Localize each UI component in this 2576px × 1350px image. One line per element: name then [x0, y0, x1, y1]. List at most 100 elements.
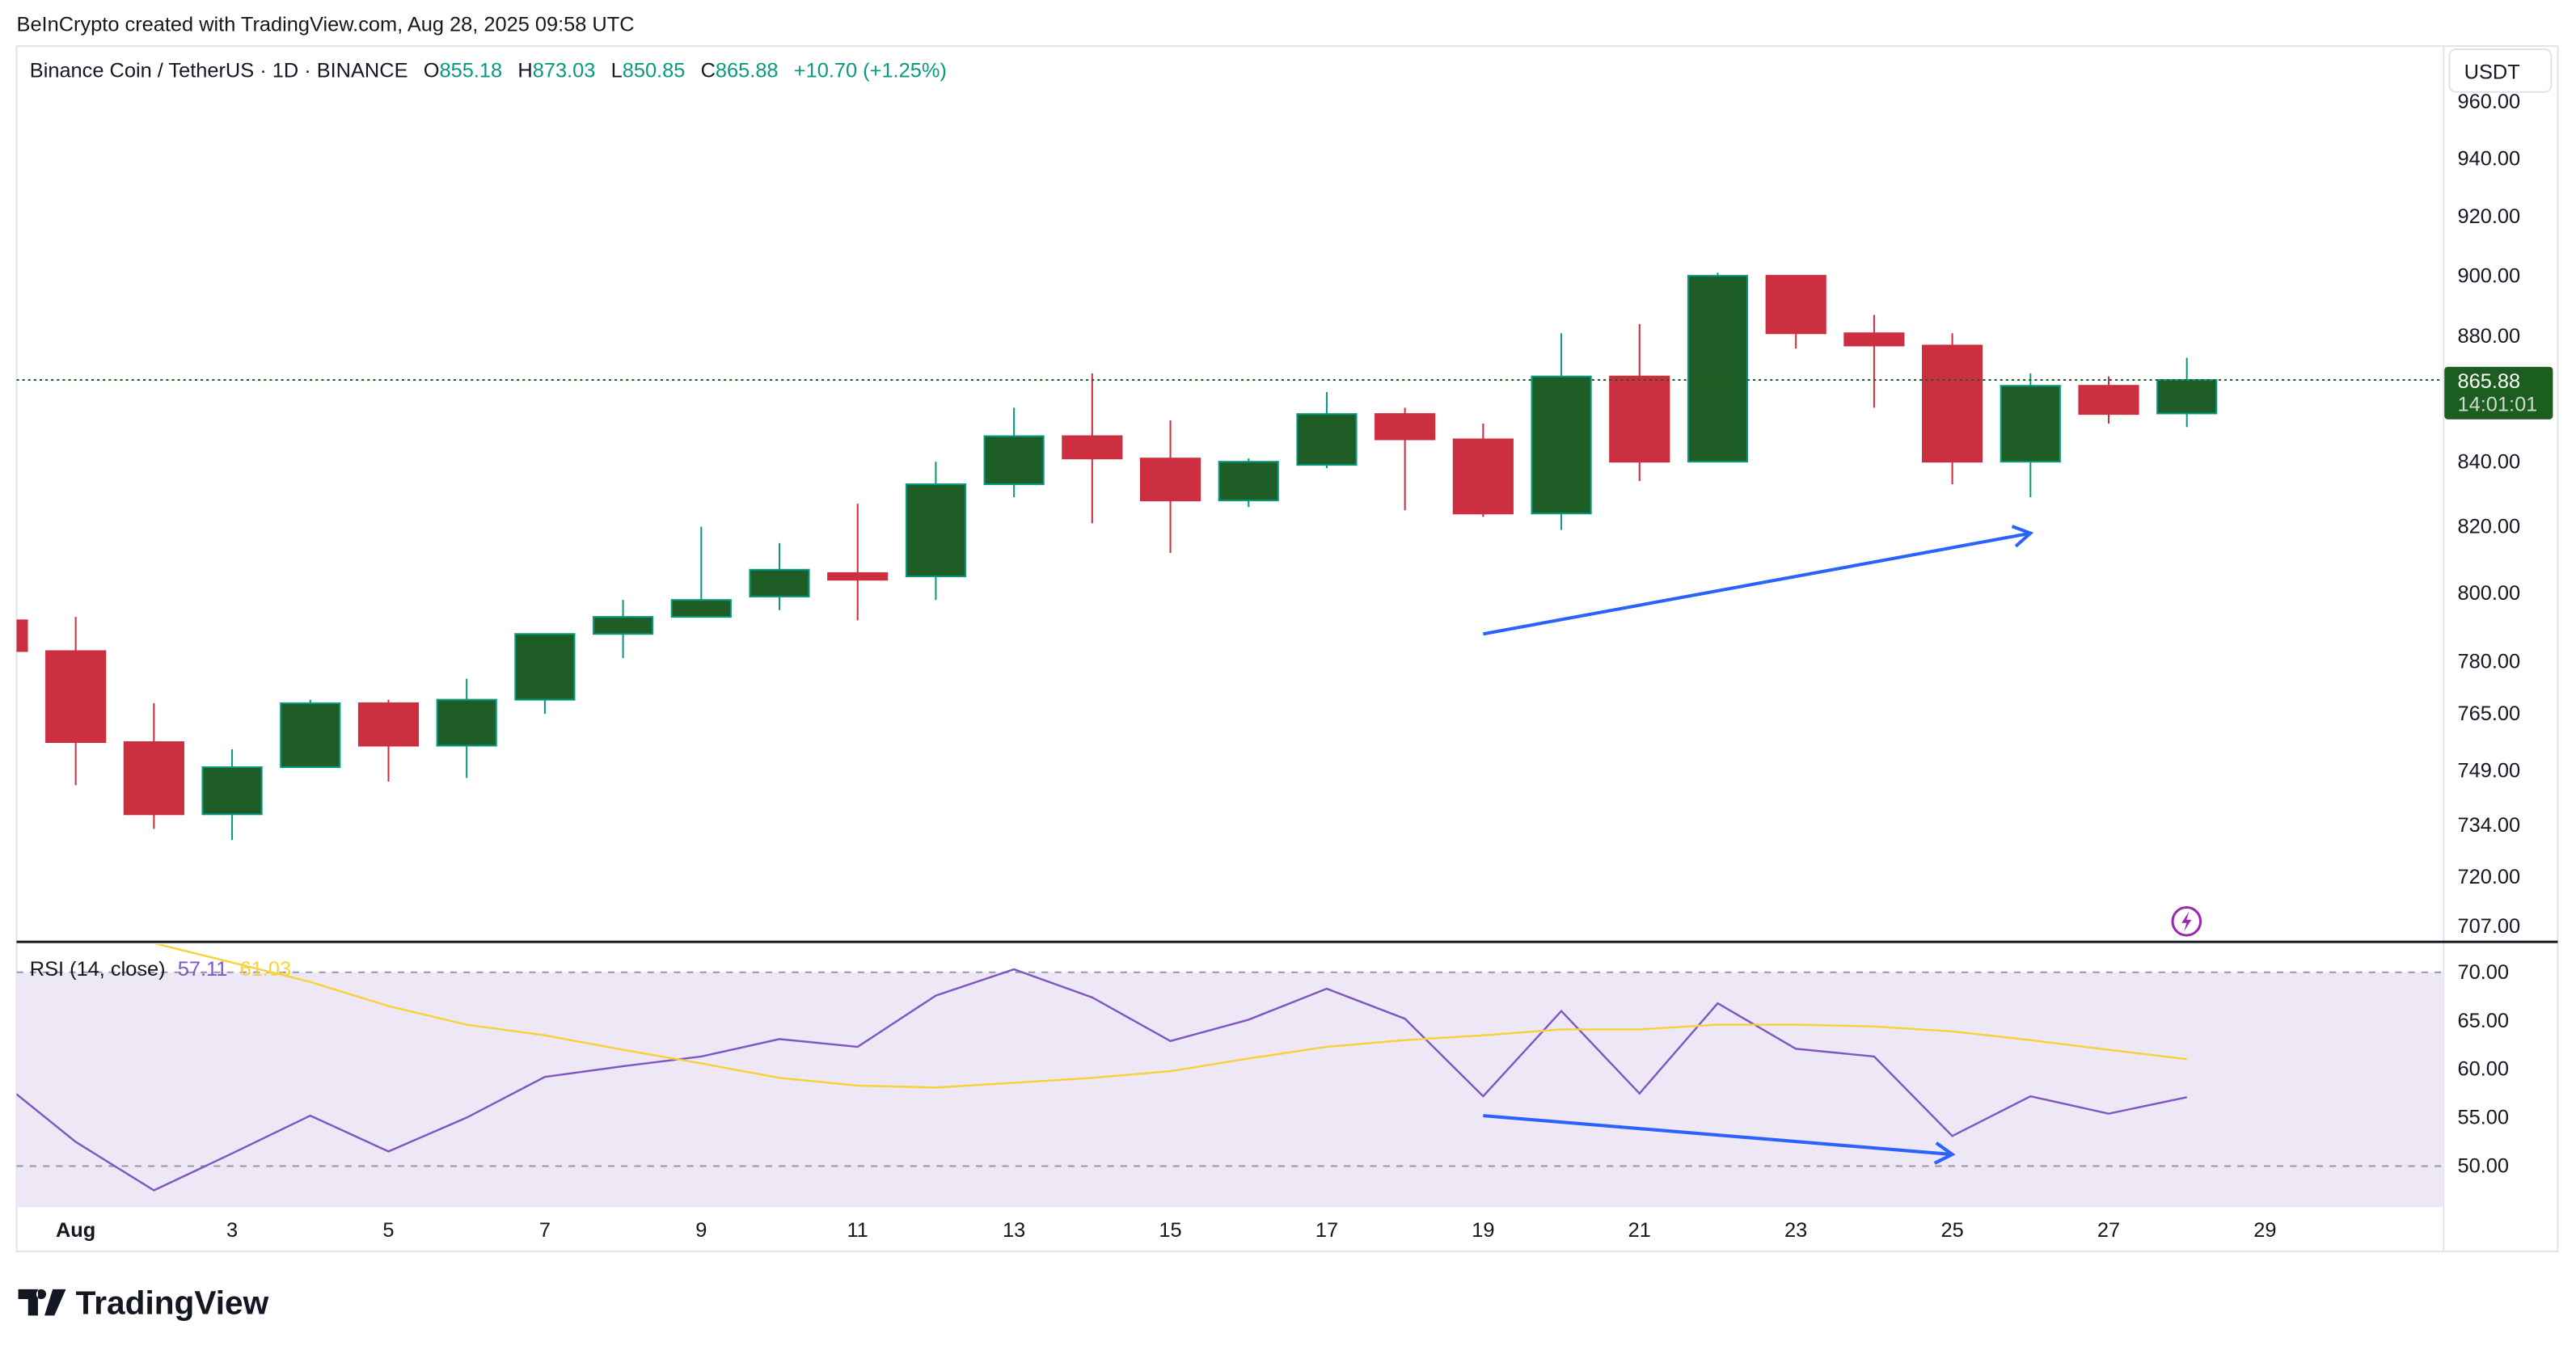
candle-body-up — [1296, 413, 1358, 466]
attribution-text: BeInCrypto created with TradingView.com,… — [17, 14, 635, 36]
candle — [16, 619, 28, 652]
candle-body-down — [1139, 458, 1201, 502]
candle-body-up — [2156, 378, 2218, 415]
candle-body-down — [1452, 438, 1514, 515]
symbol-legend: Binance Coin / TetherUS · 1D · BINANCE O… — [30, 59, 947, 82]
date-tick-label: 13 — [1003, 1219, 1025, 1242]
candle — [593, 600, 654, 658]
rsi-tick-label: 50.00 — [2458, 1155, 2510, 1178]
candle — [45, 617, 107, 786]
open-value: 855.18 — [440, 59, 503, 82]
date-tick-label: Aug — [56, 1219, 95, 1242]
rsi-ma-line — [154, 944, 2187, 1089]
rsi-band — [16, 972, 2443, 1208]
candle — [2078, 376, 2139, 424]
logo-text: TradingView — [76, 1284, 269, 1321]
price-tick-label: 734.00 — [2458, 814, 2521, 837]
candle-body-down — [16, 619, 28, 652]
rsi-value: 57.11 — [178, 958, 228, 981]
candle-body-up — [670, 599, 732, 618]
open-label: O — [424, 59, 440, 82]
low-label: L — [611, 59, 623, 82]
candle — [436, 678, 497, 778]
candle-body-down — [1609, 375, 1670, 463]
candle-body-down — [1375, 413, 1436, 441]
date-tick-label: 27 — [2097, 1219, 2120, 1242]
price-tick-label: 880.00 — [2458, 325, 2521, 348]
candle — [1452, 423, 1514, 517]
candle-body-down — [1843, 332, 1905, 347]
last-price-label: 865.88 14:01:01 — [2444, 366, 2553, 420]
candle-body-down — [357, 702, 420, 747]
rsi-series-group — [16, 944, 2187, 1192]
date-tick-label: 19 — [1472, 1219, 1494, 1242]
lightning-icon[interactable] — [2171, 905, 2202, 937]
rsi-tick-label: 65.00 — [2458, 1010, 2510, 1032]
price-tick-label: 940.00 — [2458, 147, 2521, 170]
candle-body-up — [905, 483, 967, 578]
candle — [983, 407, 1045, 498]
date-tick-label: 29 — [2253, 1219, 2276, 1242]
date-tick-label: 11 — [847, 1219, 868, 1242]
candle — [514, 633, 576, 714]
date-tick-label: 21 — [1628, 1219, 1651, 1242]
date-tick-label: 23 — [1784, 1219, 1807, 1242]
candle-body-up — [514, 633, 576, 701]
tradingview-logo[interactable]: TradingView — [18, 1284, 269, 1321]
candle — [1062, 373, 1123, 524]
rsi-line — [16, 968, 2187, 1192]
date-tick-label: 17 — [1315, 1219, 1338, 1242]
price-trend-arrow — [1482, 531, 2031, 636]
price-tick-label: 720.00 — [2458, 866, 2521, 888]
candle-body-down — [123, 741, 184, 816]
price-tick-label: 960.00 — [2458, 91, 2521, 113]
high-label: H — [517, 59, 532, 82]
price-tick-label: 920.00 — [2458, 205, 2521, 228]
low-value: 850.85 — [623, 59, 686, 82]
close-value: 865.88 — [716, 59, 779, 82]
candle-body-down — [1922, 344, 1983, 463]
last-price-value: 865.88 — [2458, 370, 2521, 393]
candle — [1296, 391, 1358, 469]
date-tick-label: 3 — [226, 1219, 238, 1242]
candle — [2156, 357, 2218, 428]
candle-body-down — [1765, 275, 1826, 335]
date-tick-label: 25 — [1940, 1219, 1963, 1242]
candle — [670, 526, 732, 618]
price-tick-label: 765.00 — [2458, 702, 2521, 725]
price-tick-label: 800.00 — [2458, 582, 2521, 605]
rsi-trend-arrow — [1483, 1114, 1953, 1157]
tradingview-logo-icon — [18, 1289, 66, 1316]
currency-button[interactable]: USDT — [2448, 48, 2553, 93]
candle-series — [16, 272, 2218, 841]
currency-label: USDT — [2464, 61, 2520, 84]
rsi-legend: RSI (14, close) 57.11 61.03 — [30, 958, 291, 981]
price-tick-label: 900.00 — [2458, 264, 2521, 287]
rsi-tick-label: 70.00 — [2458, 961, 2510, 984]
candle-body-up — [436, 698, 497, 747]
candle — [1687, 272, 1749, 463]
candle — [905, 462, 967, 601]
candle — [1139, 420, 1201, 554]
date-tick-label: 5 — [382, 1219, 394, 1242]
candle-body-up — [749, 568, 810, 598]
candle-body-up — [2000, 385, 2061, 463]
candle — [123, 702, 184, 829]
candle — [1609, 323, 1670, 482]
close-label: C — [701, 59, 716, 82]
candle — [1843, 314, 1905, 408]
candle — [749, 542, 810, 610]
candle-body-up — [983, 435, 1045, 486]
date-tick-label: 7 — [539, 1219, 551, 1242]
price-axis-divider — [2443, 45, 2445, 1252]
rsi-title: RSI (14, close) — [30, 958, 166, 981]
rsi-tick-label: 60.00 — [2458, 1058, 2510, 1081]
date-tick-label: 9 — [695, 1219, 707, 1242]
price-tick-label: 820.00 — [2458, 516, 2521, 538]
price-tick-label: 840.00 — [2458, 450, 2521, 473]
candle — [357, 699, 420, 782]
price-tick-label: 780.00 — [2458, 650, 2521, 673]
candle-body-up — [280, 702, 341, 769]
candle — [2000, 373, 2061, 498]
